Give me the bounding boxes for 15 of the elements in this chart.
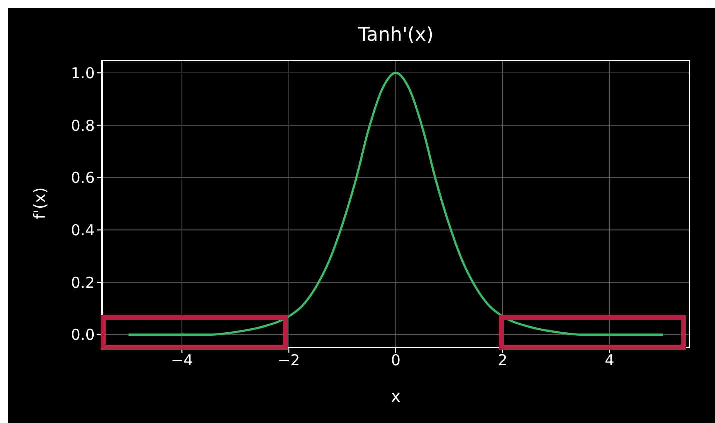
y-axis-title: f'(x) [30,186,50,222]
line-series [128,72,664,336]
y-tick-label: 0.8 [71,116,95,135]
y-tick-label: 0.6 [71,169,95,188]
y-tick-label: 0.2 [71,274,95,292]
y-tick-label: 0.0 [71,326,95,344]
x-tick-label: −4 [171,352,194,370]
y-tick-label: 1.0 [71,64,95,82]
x-axis-title: x [390,387,402,406]
x-tick-label: −2 [278,352,300,370]
x-tick-label: 2 [498,352,508,370]
x-tick-label: 4 [605,352,615,370]
x-tick-label: 0 [391,352,401,370]
y-tick-label: 0.4 [71,222,95,240]
chart-title: Tanh'(x) [357,24,435,46]
